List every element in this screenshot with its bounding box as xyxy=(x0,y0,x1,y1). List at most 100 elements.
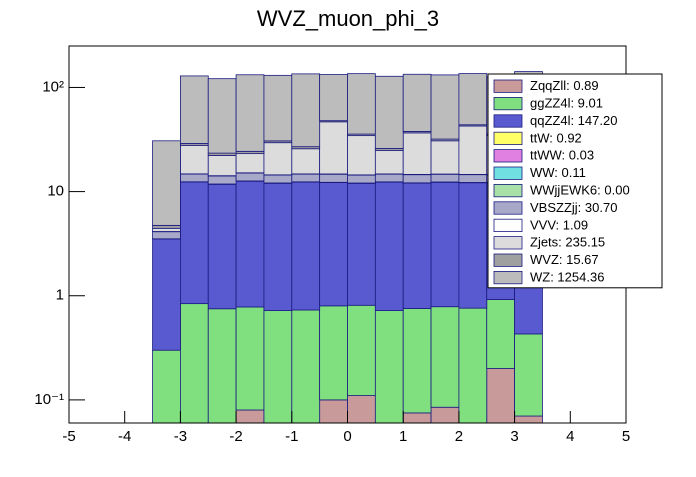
histogram-bar xyxy=(153,232,181,239)
histogram-bar xyxy=(320,174,348,182)
legend-swatch xyxy=(494,167,522,179)
x-tick-label: 5 xyxy=(622,428,630,445)
legend-label: WW: 0.11 xyxy=(530,165,586,180)
histogram-bar xyxy=(459,74,487,125)
histogram-bar xyxy=(236,410,264,423)
x-tick-label: 4 xyxy=(566,428,574,445)
x-tick-label: 3 xyxy=(510,428,518,445)
histogram-bar xyxy=(403,183,431,308)
x-tick-label: 2 xyxy=(455,428,463,445)
histogram-bar xyxy=(264,75,292,141)
histogram-bar xyxy=(459,175,487,183)
histogram-bar xyxy=(348,305,376,395)
histogram-bar xyxy=(431,141,459,174)
histogram-bar xyxy=(375,311,403,423)
histogram-bar xyxy=(180,174,208,182)
histogram-bar xyxy=(236,154,264,173)
histogram-bar xyxy=(180,304,208,423)
histogram-bar xyxy=(153,228,181,231)
legend-swatch xyxy=(494,132,522,144)
legend-label: ggZZ4l: 9.01 xyxy=(530,96,603,111)
histogram-bar xyxy=(153,239,181,350)
legend-swatch xyxy=(494,237,522,249)
histogram-bar xyxy=(208,309,236,423)
legend-swatch xyxy=(494,254,522,266)
histogram-bar xyxy=(431,182,459,306)
legend-label: qqZZ4l: 147.20 xyxy=(530,113,617,128)
legend-swatch xyxy=(494,271,522,283)
histogram-bar xyxy=(264,183,292,310)
legend-label: Zjets: 235.15 xyxy=(530,235,605,250)
histogram-bar xyxy=(403,413,431,423)
legend-label: ZqqZll: 0.89 xyxy=(530,78,599,93)
legend-swatch xyxy=(494,80,522,92)
histogram-bar xyxy=(375,174,403,182)
legend-label: ttW: 0.92 xyxy=(530,130,582,145)
histogram-bar xyxy=(348,175,376,183)
histogram-bar xyxy=(180,182,208,304)
legend-swatch xyxy=(494,115,522,127)
histogram-bar xyxy=(459,126,487,174)
y-tick-label: 10 xyxy=(47,183,64,200)
x-tick-label: -3 xyxy=(174,428,187,445)
histogram-bar xyxy=(515,416,543,423)
histogram-bar xyxy=(236,173,264,181)
histogram-bar xyxy=(292,174,320,182)
legend-swatch xyxy=(494,97,522,109)
histogram-bar xyxy=(431,407,459,423)
x-tick-label: -1 xyxy=(285,428,298,445)
histogram-bar xyxy=(236,181,264,307)
x-tick-label: -5 xyxy=(62,428,75,445)
histogram-bar xyxy=(320,306,348,400)
legend-swatch xyxy=(494,219,522,231)
legend-label: VBSZZjj: 30.70 xyxy=(530,200,617,215)
legend-swatch xyxy=(494,150,522,162)
histogram-bar xyxy=(403,74,431,131)
histogram-bar xyxy=(208,79,236,153)
histogram-bar xyxy=(292,182,320,310)
x-tick-label: 1 xyxy=(399,428,407,445)
histogram-bar xyxy=(180,145,208,174)
histogram-bar xyxy=(153,350,181,423)
histogram-bar xyxy=(487,300,515,369)
histogram-bar xyxy=(292,149,320,174)
x-tick-label: -2 xyxy=(229,428,242,445)
histogram-bar xyxy=(375,182,403,310)
x-tick-label: -4 xyxy=(118,428,131,445)
legend-swatch xyxy=(494,184,522,196)
histogram-bar xyxy=(236,307,264,410)
histogram-bar xyxy=(153,141,181,226)
chart-title: WVZ_muon_phi_3 xyxy=(257,6,439,31)
y-tick-label: 10² xyxy=(42,78,64,95)
histogram-bar xyxy=(403,308,431,412)
histogram-bar xyxy=(320,400,348,423)
histogram-bar xyxy=(403,175,431,183)
legend-swatch xyxy=(494,202,522,214)
histogram-bar xyxy=(375,151,403,174)
legend-label: VVV: 1.09 xyxy=(530,217,588,232)
histogram-bar xyxy=(180,76,208,144)
histogram-bar xyxy=(348,136,376,175)
histogram-bar xyxy=(403,133,431,175)
y-tick-label: 10⁻¹ xyxy=(34,391,64,408)
histogram-bar xyxy=(459,308,487,423)
histogram-bar xyxy=(348,396,376,423)
histogram-bar xyxy=(264,175,292,183)
histogram-bar xyxy=(264,143,292,175)
histogram-bar xyxy=(208,184,236,308)
histogram-bar xyxy=(236,75,264,152)
legend-label: WVZ: 15.67 xyxy=(530,252,599,267)
histogram-bar xyxy=(515,334,543,416)
histogram-bar xyxy=(208,155,236,175)
legend-label: WZ: 1254.36 xyxy=(530,270,604,285)
histogram-bar xyxy=(459,183,487,308)
histogram-bar xyxy=(431,174,459,182)
x-tick-label: 0 xyxy=(343,428,351,445)
histogram-bar xyxy=(348,183,376,305)
histogram-bar xyxy=(348,74,376,134)
legend-label: WWjjEWK6: 0.00 xyxy=(530,183,630,198)
histogram-bar xyxy=(487,369,515,423)
y-tick-label: 1 xyxy=(56,287,64,304)
histogram-bar xyxy=(320,122,348,174)
